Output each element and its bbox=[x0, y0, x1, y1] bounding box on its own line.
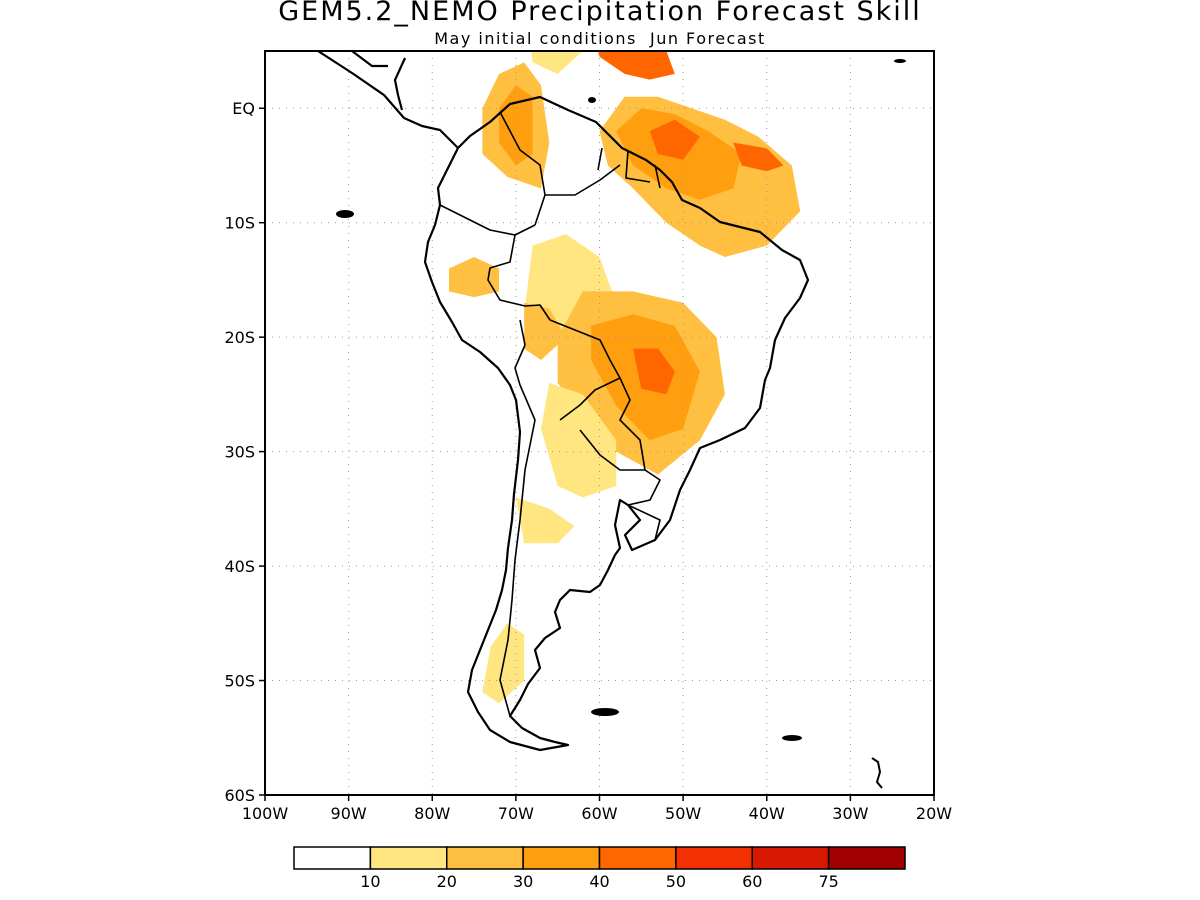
legend-swatch bbox=[293, 846, 372, 870]
y-tick-label: 20S bbox=[224, 328, 255, 347]
galapagos-islands bbox=[336, 210, 354, 218]
x-tick-label: 50W bbox=[665, 804, 701, 823]
border-bolivia-paraguay bbox=[559, 377, 621, 421]
legend-label: 20 bbox=[437, 872, 457, 891]
caribbean-coastline bbox=[351, 51, 407, 111]
border-argentina-brazil bbox=[627, 469, 661, 506]
x-tick-label: 90W bbox=[331, 804, 367, 823]
chart-subtitle: May initial conditions Jun Forecast bbox=[434, 29, 766, 48]
legend-label: 50 bbox=[666, 872, 686, 891]
border-peru-brazil bbox=[487, 234, 551, 321]
legend-label: 30 bbox=[513, 872, 533, 891]
central-america-coastline bbox=[317, 51, 459, 149]
skill-region-amazon-east-core bbox=[649, 119, 700, 160]
gridlines bbox=[265, 51, 934, 795]
y-tick-label: 60S bbox=[224, 786, 255, 805]
border-chile-argentina bbox=[499, 384, 536, 717]
legend-swatch bbox=[522, 846, 601, 870]
colorbar-legend: 10 20 30 40 50 60 75 bbox=[293, 846, 906, 891]
skill-region-argentina-north bbox=[541, 382, 617, 498]
skill-fill-layer bbox=[449, 51, 801, 704]
legend-swatch bbox=[598, 846, 677, 870]
x-tick-label: 40W bbox=[749, 804, 785, 823]
border-peru-bolivia bbox=[514, 319, 526, 386]
legend-label: 75 bbox=[818, 872, 838, 891]
country-borders bbox=[439, 111, 661, 717]
chart-title: GEM5.2_NEMO Precipitation Forecast Skill bbox=[278, 0, 922, 27]
skill-region-argentina-central bbox=[515, 497, 575, 544]
plot-area bbox=[265, 51, 934, 795]
legend-swatch bbox=[446, 846, 524, 870]
x-tick-label: 30W bbox=[832, 804, 868, 823]
legend-label: 10 bbox=[360, 872, 380, 891]
x-tick-label: 80W bbox=[414, 804, 450, 823]
legend-swatch bbox=[751, 846, 830, 870]
border-colombia-peru bbox=[439, 204, 536, 236]
skill-region-guianas bbox=[597, 51, 675, 80]
skill-region-venezuela bbox=[531, 51, 583, 74]
caribbean-islet bbox=[894, 59, 906, 63]
south-america-coastline bbox=[423, 95, 810, 752]
y-tick-label: 10S bbox=[224, 214, 255, 233]
x-tick-label: 100W bbox=[242, 804, 289, 823]
coastlines bbox=[317, 51, 810, 752]
trinidad-island bbox=[588, 97, 596, 103]
border-colombia-venezuela bbox=[499, 111, 546, 226]
y-tick-label: 30S bbox=[224, 443, 255, 462]
skill-region-parana-core bbox=[633, 348, 675, 395]
legend-label: 40 bbox=[589, 872, 609, 891]
y-tick-label: 40S bbox=[224, 557, 255, 576]
legend-swatch bbox=[675, 846, 753, 870]
border-venezuela-brazil bbox=[545, 164, 621, 196]
legend-label: 60 bbox=[742, 872, 762, 891]
skill-region-northeast-coast bbox=[733, 142, 784, 172]
border-bolivia-brazil bbox=[549, 319, 621, 379]
south-sandwich-islands bbox=[871, 757, 883, 789]
border-paraguay-brazil bbox=[579, 377, 646, 471]
legend-swatch bbox=[369, 846, 448, 870]
x-tick-label: 20W bbox=[916, 804, 952, 823]
islands bbox=[336, 59, 906, 789]
y-tick-label: EQ bbox=[232, 99, 255, 118]
falkland-islands bbox=[591, 708, 619, 716]
legend-swatch bbox=[827, 846, 906, 870]
x-tick-label: 60W bbox=[581, 804, 617, 823]
border-guianas bbox=[597, 147, 661, 189]
x-tick-label: 70W bbox=[498, 804, 534, 823]
skill-region-bolivia-east bbox=[524, 302, 566, 360]
border-uruguay bbox=[627, 504, 661, 541]
south-georgia bbox=[782, 735, 802, 741]
skill-region-peru bbox=[449, 257, 500, 298]
y-tick-label: 10N bbox=[223, 0, 255, 4]
y-tick-label: 50S bbox=[224, 672, 255, 691]
